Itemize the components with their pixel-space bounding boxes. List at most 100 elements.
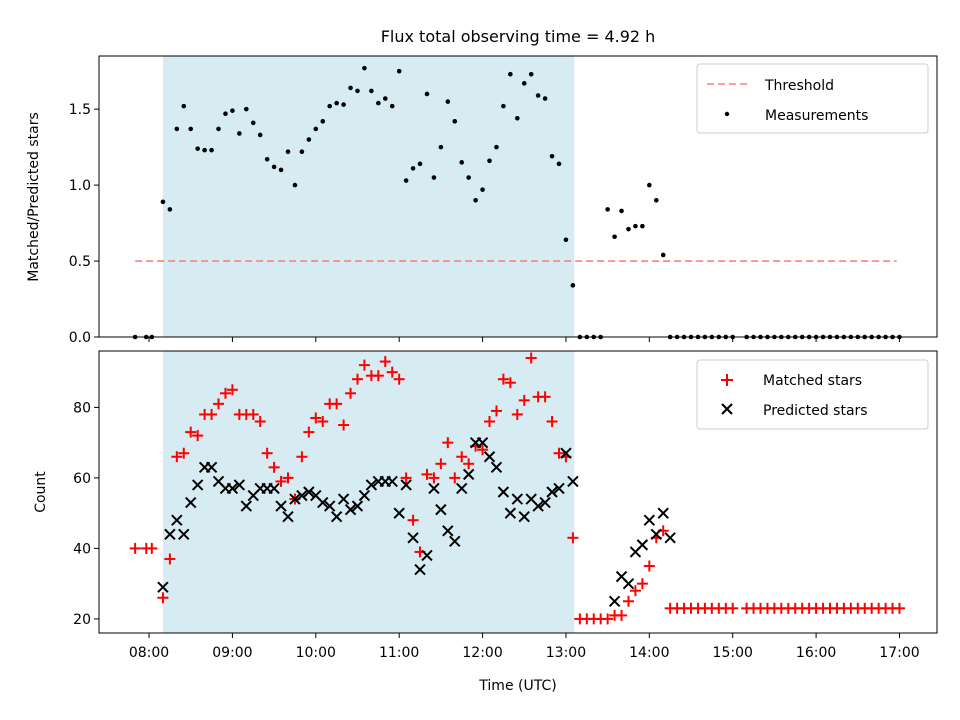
predicted-point [386,475,398,488]
top-y-ticks: 0.0 0.5 1.0 1.5 [69,102,99,346]
predicted-point-b [622,577,635,590]
predicted-point [421,549,433,562]
predicted-point [205,461,218,474]
measurement-point [348,85,353,91]
predicted-point [358,489,371,502]
predicted-point-b [400,479,412,491]
measurement-point [334,100,339,106]
predicted-point [553,482,565,495]
x-tick-label: 15:00 [713,645,753,661]
bottom-y-axis-label: Count [33,471,49,513]
predicted-point [504,507,517,519]
measurement-point [528,71,534,77]
predicted-point-b [483,451,496,463]
measurement-point [612,234,617,240]
legend-predicted-label: Predicted stars [763,403,868,419]
predicted-point-b [164,528,176,541]
predicted-point-b [636,539,649,551]
predicted-point-b [365,479,378,491]
matched-point [206,408,218,420]
predicted-point [240,500,253,512]
predicted-point-b [497,486,510,498]
top-y-tick-label: 0.5 [69,254,91,270]
measurement-point [382,96,388,101]
matched-point [386,366,398,378]
measurement-point [494,144,499,150]
matched-point [247,408,259,420]
measurement-point [167,207,173,212]
matched-point [643,560,655,572]
measurement-point [605,207,610,212]
predicted-point [650,528,662,541]
x-tick-label: 10:00 [296,645,336,661]
matched-point [185,426,197,438]
x-tick-label: 08:00 [129,645,169,661]
predicted-point-b [435,503,447,516]
measurement-point [501,103,506,109]
predicted-point-b [337,493,350,505]
matched-point [539,391,551,403]
predicted-point-b [476,436,489,449]
measurement-point [257,132,263,138]
matched-point [351,373,363,385]
measurement-point [626,226,631,232]
chart-title: Flux total observing time = 4.92 h [381,27,656,46]
matched-point [171,451,183,463]
legend-measurements-label: Measurements [765,108,868,124]
legend-matched-swatch [721,374,733,386]
predicted-point-b [282,510,294,523]
predicted-point-b [171,514,183,526]
x-tick-label: 12:00 [462,645,502,661]
predicted-point-b [330,510,343,523]
measurement-point [369,88,374,94]
matched-point [345,387,357,399]
predicted-point-b [643,514,656,526]
matched-point [338,419,350,431]
predicted-point [657,507,669,519]
measurement-point [320,119,326,124]
predicted-point-b [449,535,461,548]
measurement-point [376,100,381,106]
measurement-point [250,120,256,126]
top-axes-frame [98,55,938,338]
matched-points [129,352,905,625]
predicted-point-b [351,500,364,512]
predicted-point-b [553,482,565,495]
predicted-point-b [268,482,280,495]
predicted-point [456,482,468,495]
measurement-point [452,119,458,124]
measurement-point [653,197,659,203]
bottom-y-tick-label: 20 [73,612,91,628]
measurement-point [410,166,416,171]
measurement-point [445,99,451,104]
matched-point [393,373,405,385]
measurement-point [209,147,214,153]
matched-point [477,444,489,456]
predicted-point-b [532,500,544,512]
predicted-point-b [233,479,246,491]
matched-point [358,359,370,371]
predicted-point-b [157,581,169,593]
predicted-point [428,482,440,495]
measurement-point [633,223,638,229]
matched-point [622,595,634,607]
predicted-point-b [275,500,287,512]
measurement-point [188,126,194,132]
predicted-point [664,532,676,544]
measurement-point [264,156,270,162]
predicted-point [400,479,412,491]
x-axis-label: Time (UTC) [478,678,556,694]
predicted-point-b [490,461,503,474]
predicted-point-b [185,496,197,509]
bottom-y-tick-label: 60 [73,471,91,487]
matched-point [421,468,433,480]
x-tick-label: 13:00 [546,645,586,661]
predicted-point [511,493,524,505]
predicted-point [608,595,621,607]
predicted-point [560,447,572,459]
predicted-point [268,482,280,495]
measurement-point [556,161,562,167]
measurement-point [459,160,465,165]
matched-point [296,451,308,463]
predicted-point-b [560,447,572,459]
